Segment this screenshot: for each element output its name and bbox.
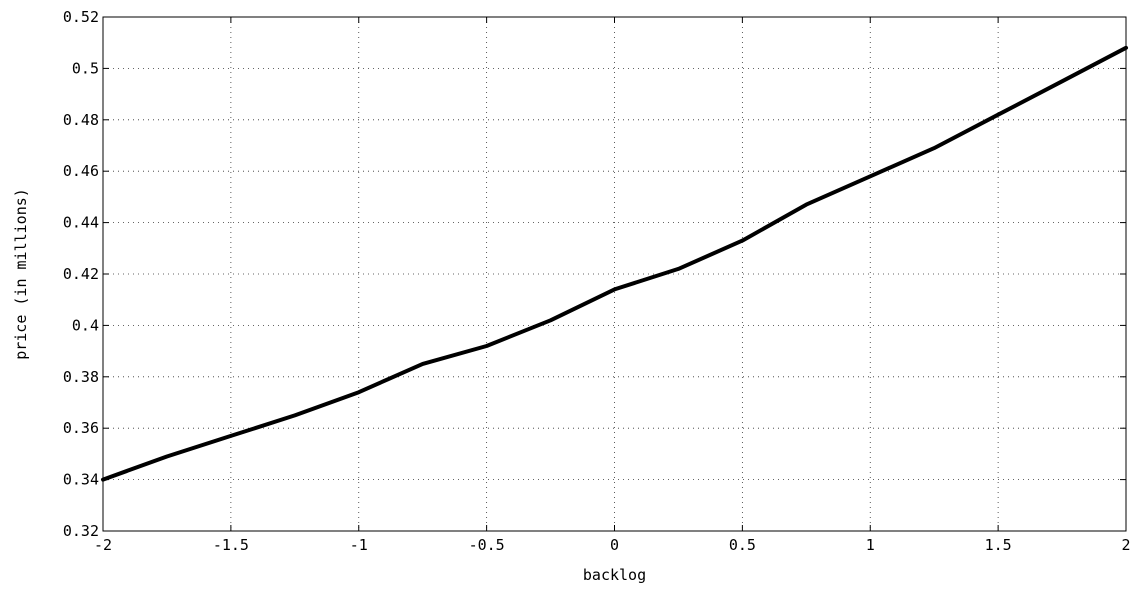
- series-group: [101, 45, 1128, 482]
- x-tick-label: -0.5: [469, 536, 505, 554]
- x-tick-label: 0: [610, 536, 619, 554]
- x-tick-label: 2: [1121, 536, 1130, 554]
- y-tick-label: 0.48: [63, 111, 99, 129]
- y-tick-labels: 0.32 0.34 0.36 0.38 0.4 0.42 0.44 0.46 0.48 0.5 0.…: [63, 8, 99, 540]
- x-tick-label: -1.5: [213, 536, 249, 554]
- y-tick-label: 0.32: [63, 522, 99, 540]
- x-tick-label: 1.5: [985, 536, 1012, 554]
- y-tick-label: 0.52: [63, 8, 99, 26]
- y-tick-label: 0.5: [72, 59, 99, 77]
- y-axis-label: price (in millions): [12, 188, 30, 360]
- y-tick-label: 0.44: [63, 214, 99, 232]
- axis-ticks: [102, 16, 1127, 532]
- x-axis-label: backlog: [583, 566, 646, 584]
- x-tick-label: -2: [94, 536, 112, 554]
- series-line: [101, 45, 1128, 482]
- plot-frame: [102, 16, 1127, 532]
- x-tick-label: 0.5: [729, 536, 756, 554]
- x-tick-label: 1: [866, 536, 875, 554]
- grid-lines: [103, 17, 1126, 531]
- x-tick-labels: -2 -1.5 -1 -0.5 0 0.5 1 1.5 2: [94, 536, 1131, 554]
- x-tick-label: -1: [350, 536, 368, 554]
- y-tick-label: 0.38: [63, 368, 99, 386]
- y-tick-label: 0.34: [63, 471, 99, 489]
- y-tick-label: 0.42: [63, 265, 99, 283]
- y-tick-label: 0.4: [72, 316, 99, 334]
- y-tick-label: 0.36: [63, 419, 99, 437]
- y-tick-label: 0.46: [63, 162, 99, 180]
